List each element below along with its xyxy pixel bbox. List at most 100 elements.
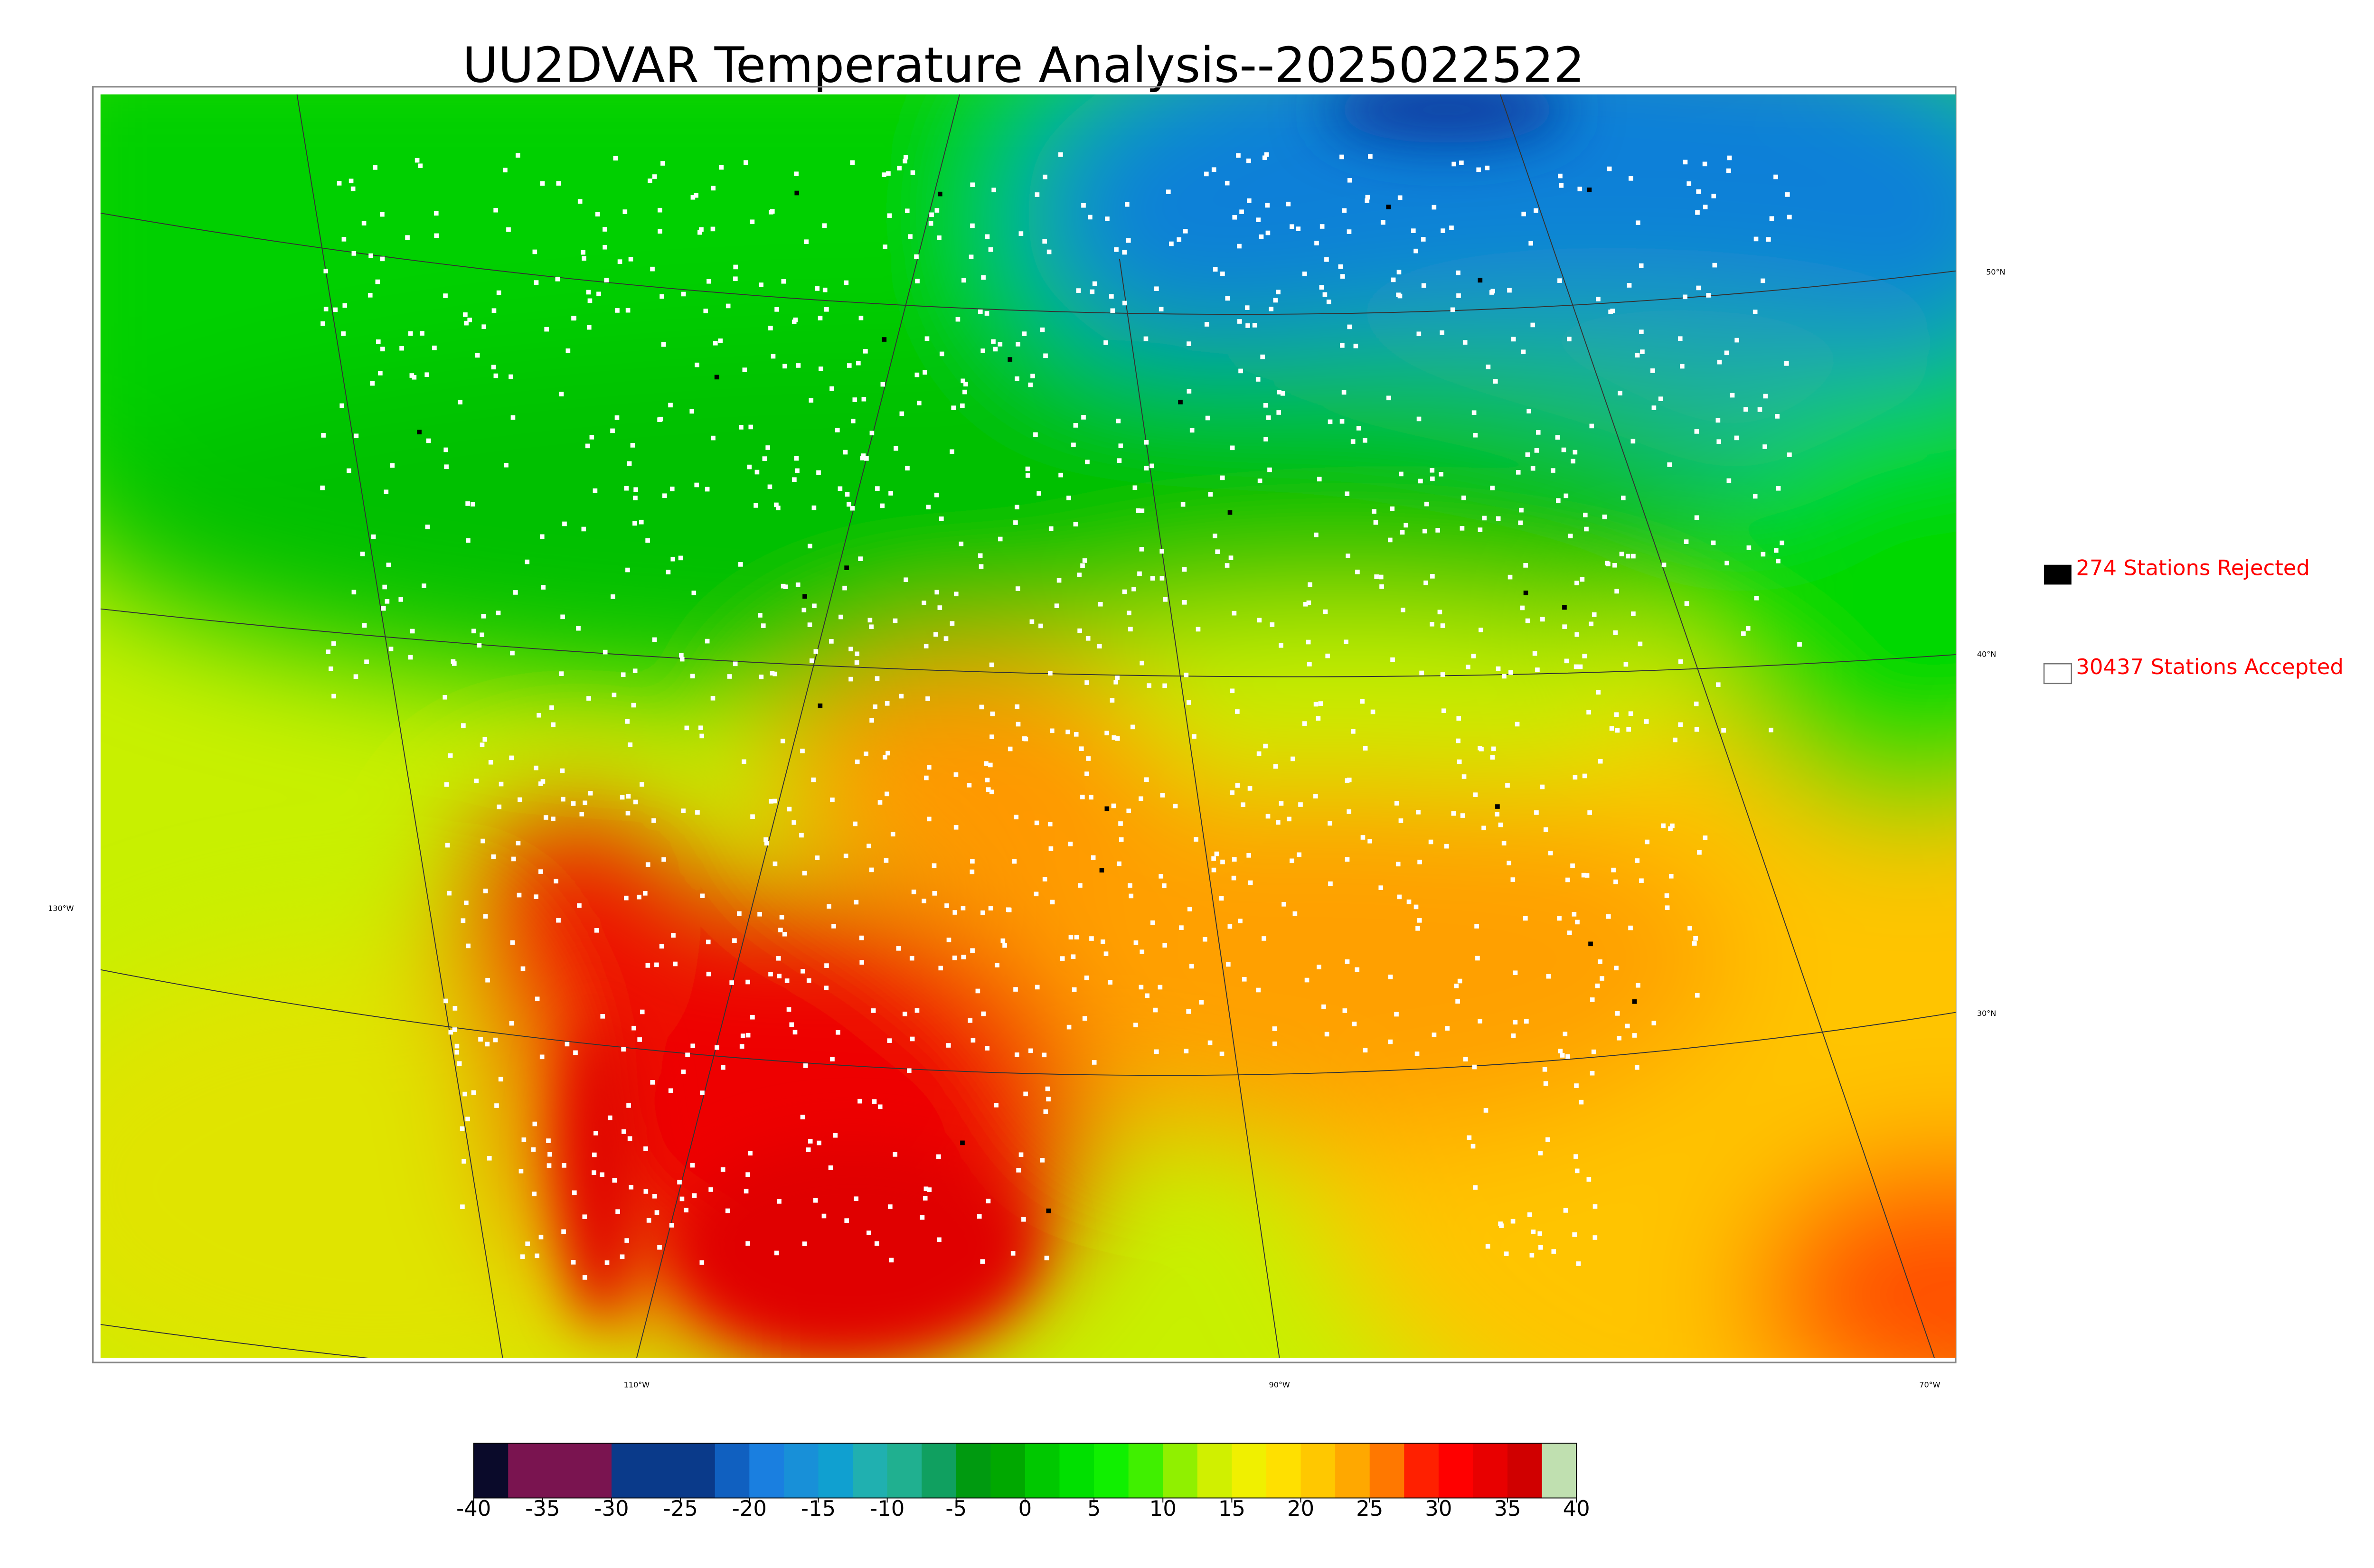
station [643, 1189, 649, 1194]
station [886, 171, 891, 176]
station [1583, 512, 1588, 517]
station [1397, 894, 1402, 900]
station [691, 591, 697, 595]
station [938, 191, 942, 197]
station [577, 903, 582, 908]
station [830, 798, 835, 802]
station [817, 1140, 821, 1145]
station [970, 1038, 976, 1043]
station [1411, 228, 1416, 233]
colorbar-segment [473, 1443, 509, 1498]
station [491, 308, 497, 313]
station [791, 820, 797, 825]
station [1456, 270, 1460, 275]
station [497, 804, 502, 809]
station [827, 904, 831, 909]
station [1256, 987, 1261, 993]
station [1473, 432, 1478, 438]
station [1225, 296, 1230, 301]
station [1113, 680, 1119, 685]
station [646, 1218, 651, 1223]
station [869, 867, 874, 873]
station [496, 610, 501, 616]
station [867, 618, 873, 623]
station [1572, 1232, 1577, 1237]
station [621, 672, 626, 677]
station [541, 585, 546, 590]
station [1002, 943, 1007, 948]
station [448, 753, 453, 758]
station [666, 570, 671, 574]
station [1128, 627, 1133, 632]
station [961, 905, 966, 911]
station [889, 1258, 894, 1263]
station [806, 978, 811, 983]
station [645, 862, 650, 867]
station [1574, 1168, 1580, 1174]
station [1263, 403, 1268, 408]
station [1116, 418, 1121, 423]
station [475, 353, 480, 358]
station [985, 778, 990, 783]
station [589, 435, 594, 440]
station [498, 1077, 503, 1082]
station [1281, 901, 1286, 907]
station [690, 1163, 695, 1168]
station [1098, 601, 1103, 607]
station [926, 817, 932, 822]
station [1507, 574, 1513, 580]
station [1235, 783, 1240, 788]
station [818, 316, 823, 320]
station [1546, 974, 1551, 979]
station [354, 433, 359, 439]
station [496, 290, 501, 295]
station [422, 583, 426, 588]
station [791, 319, 797, 324]
station [1615, 1011, 1620, 1016]
station [483, 914, 488, 919]
station [1030, 374, 1035, 378]
station [1417, 859, 1422, 864]
station [1000, 938, 1006, 943]
station [361, 221, 367, 225]
station [659, 294, 664, 299]
station [1612, 563, 1617, 568]
station [903, 155, 908, 160]
station [784, 978, 790, 983]
station [581, 250, 585, 255]
station [1192, 734, 1196, 739]
station [1263, 743, 1268, 749]
station [1628, 925, 1633, 930]
station [1228, 555, 1234, 560]
station [409, 373, 415, 378]
station [452, 661, 457, 666]
station [884, 858, 889, 863]
colorbar-segment [1128, 1443, 1164, 1498]
station [1490, 486, 1495, 490]
station [1437, 610, 1442, 615]
station [493, 207, 498, 213]
station [535, 996, 540, 1002]
station [1780, 540, 1784, 545]
station [535, 1253, 539, 1258]
station [321, 433, 326, 438]
station [1339, 154, 1344, 160]
station [1023, 1091, 1028, 1097]
station [408, 655, 413, 660]
station [1072, 987, 1077, 992]
station [842, 585, 847, 591]
station [1025, 466, 1030, 471]
station [460, 1204, 465, 1209]
station [1401, 608, 1405, 612]
station [1613, 630, 1618, 635]
station [1454, 984, 1459, 988]
station [1444, 844, 1449, 849]
station [759, 675, 764, 679]
station [1472, 1064, 1477, 1070]
station [923, 370, 927, 375]
station [960, 403, 965, 408]
station [695, 810, 700, 815]
station [836, 1030, 840, 1035]
station [1635, 858, 1640, 863]
station [463, 312, 468, 317]
